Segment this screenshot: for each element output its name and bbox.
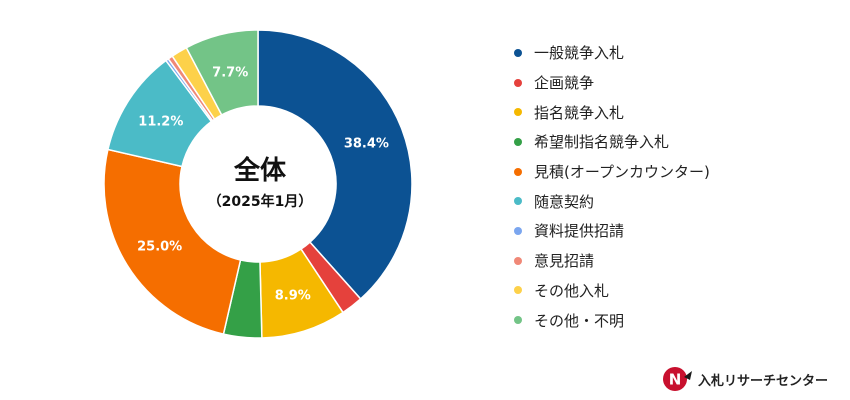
data-labels-layer: 38.4% 8.9% 25.0% 11.2% 7.7% xyxy=(137,65,389,303)
legend-item: 希望制指名競争入札 xyxy=(514,127,710,157)
legend-item: 資料提供招請 xyxy=(514,216,710,246)
legend-label: 随意契約 xyxy=(534,192,595,211)
legend-marker xyxy=(514,48,522,57)
legend-marker xyxy=(514,78,522,87)
legend-label: 企画競争 xyxy=(534,74,595,93)
legend-label: 指名競争入札 xyxy=(534,103,625,122)
legend-item: 一般競争入札 xyxy=(514,38,710,68)
data-label-9: 7.7% xyxy=(212,65,248,80)
legend-marker xyxy=(514,226,522,235)
legend-marker xyxy=(514,167,522,176)
slices-layer xyxy=(103,29,413,339)
legend-item: 随意契約 xyxy=(514,186,710,216)
legend-label: その他入札 xyxy=(534,281,610,300)
legend-label: 希望制指名競争入札 xyxy=(534,133,670,152)
legend-label: 見積(オープンカウンター) xyxy=(534,163,710,182)
donut-hole xyxy=(180,106,336,262)
legend-item: その他・不明 xyxy=(514,305,710,335)
data-label-2: 8.9% xyxy=(275,289,311,304)
legend: 一般競争入札 企画競争指名競争入札希望制指名競争入札見積(オープンカウンター) 随意… xyxy=(514,38,710,335)
legend-marker xyxy=(514,286,522,295)
legend-marker xyxy=(514,197,522,206)
legend-item: 見積(オープンカウンター) xyxy=(514,157,710,187)
legend-label: 意見招請 xyxy=(534,252,595,271)
legend-label: 一般競争入札 xyxy=(534,44,625,63)
legend-label: その他・不明 xyxy=(534,311,625,330)
data-label-4: 25.0% xyxy=(137,240,182,255)
legend-item: その他入札 xyxy=(514,276,710,306)
brand-name: 入札リサーチセンター xyxy=(698,373,829,389)
legend-item: 指名競争入札 xyxy=(514,97,710,127)
brand-logo-icon: N xyxy=(662,365,694,393)
svg-text:N: N xyxy=(669,371,682,389)
legend-label: 資料提供招請 xyxy=(534,222,625,241)
center-subtitle: （2025年1月） xyxy=(207,194,313,210)
legend-marker xyxy=(514,108,522,117)
data-label-0: 38.4% xyxy=(344,137,389,152)
legend-marker xyxy=(514,256,522,265)
data-label-5: 11.2% xyxy=(138,115,183,130)
center-title: 全体 xyxy=(233,156,286,186)
legend-item: 企画競争 xyxy=(514,68,710,98)
legend-marker xyxy=(514,316,522,325)
brand-logo-block: N 入札リサーチセンター xyxy=(662,365,828,393)
legend-marker xyxy=(514,137,522,146)
legend-item: 意見招請 xyxy=(514,246,710,276)
